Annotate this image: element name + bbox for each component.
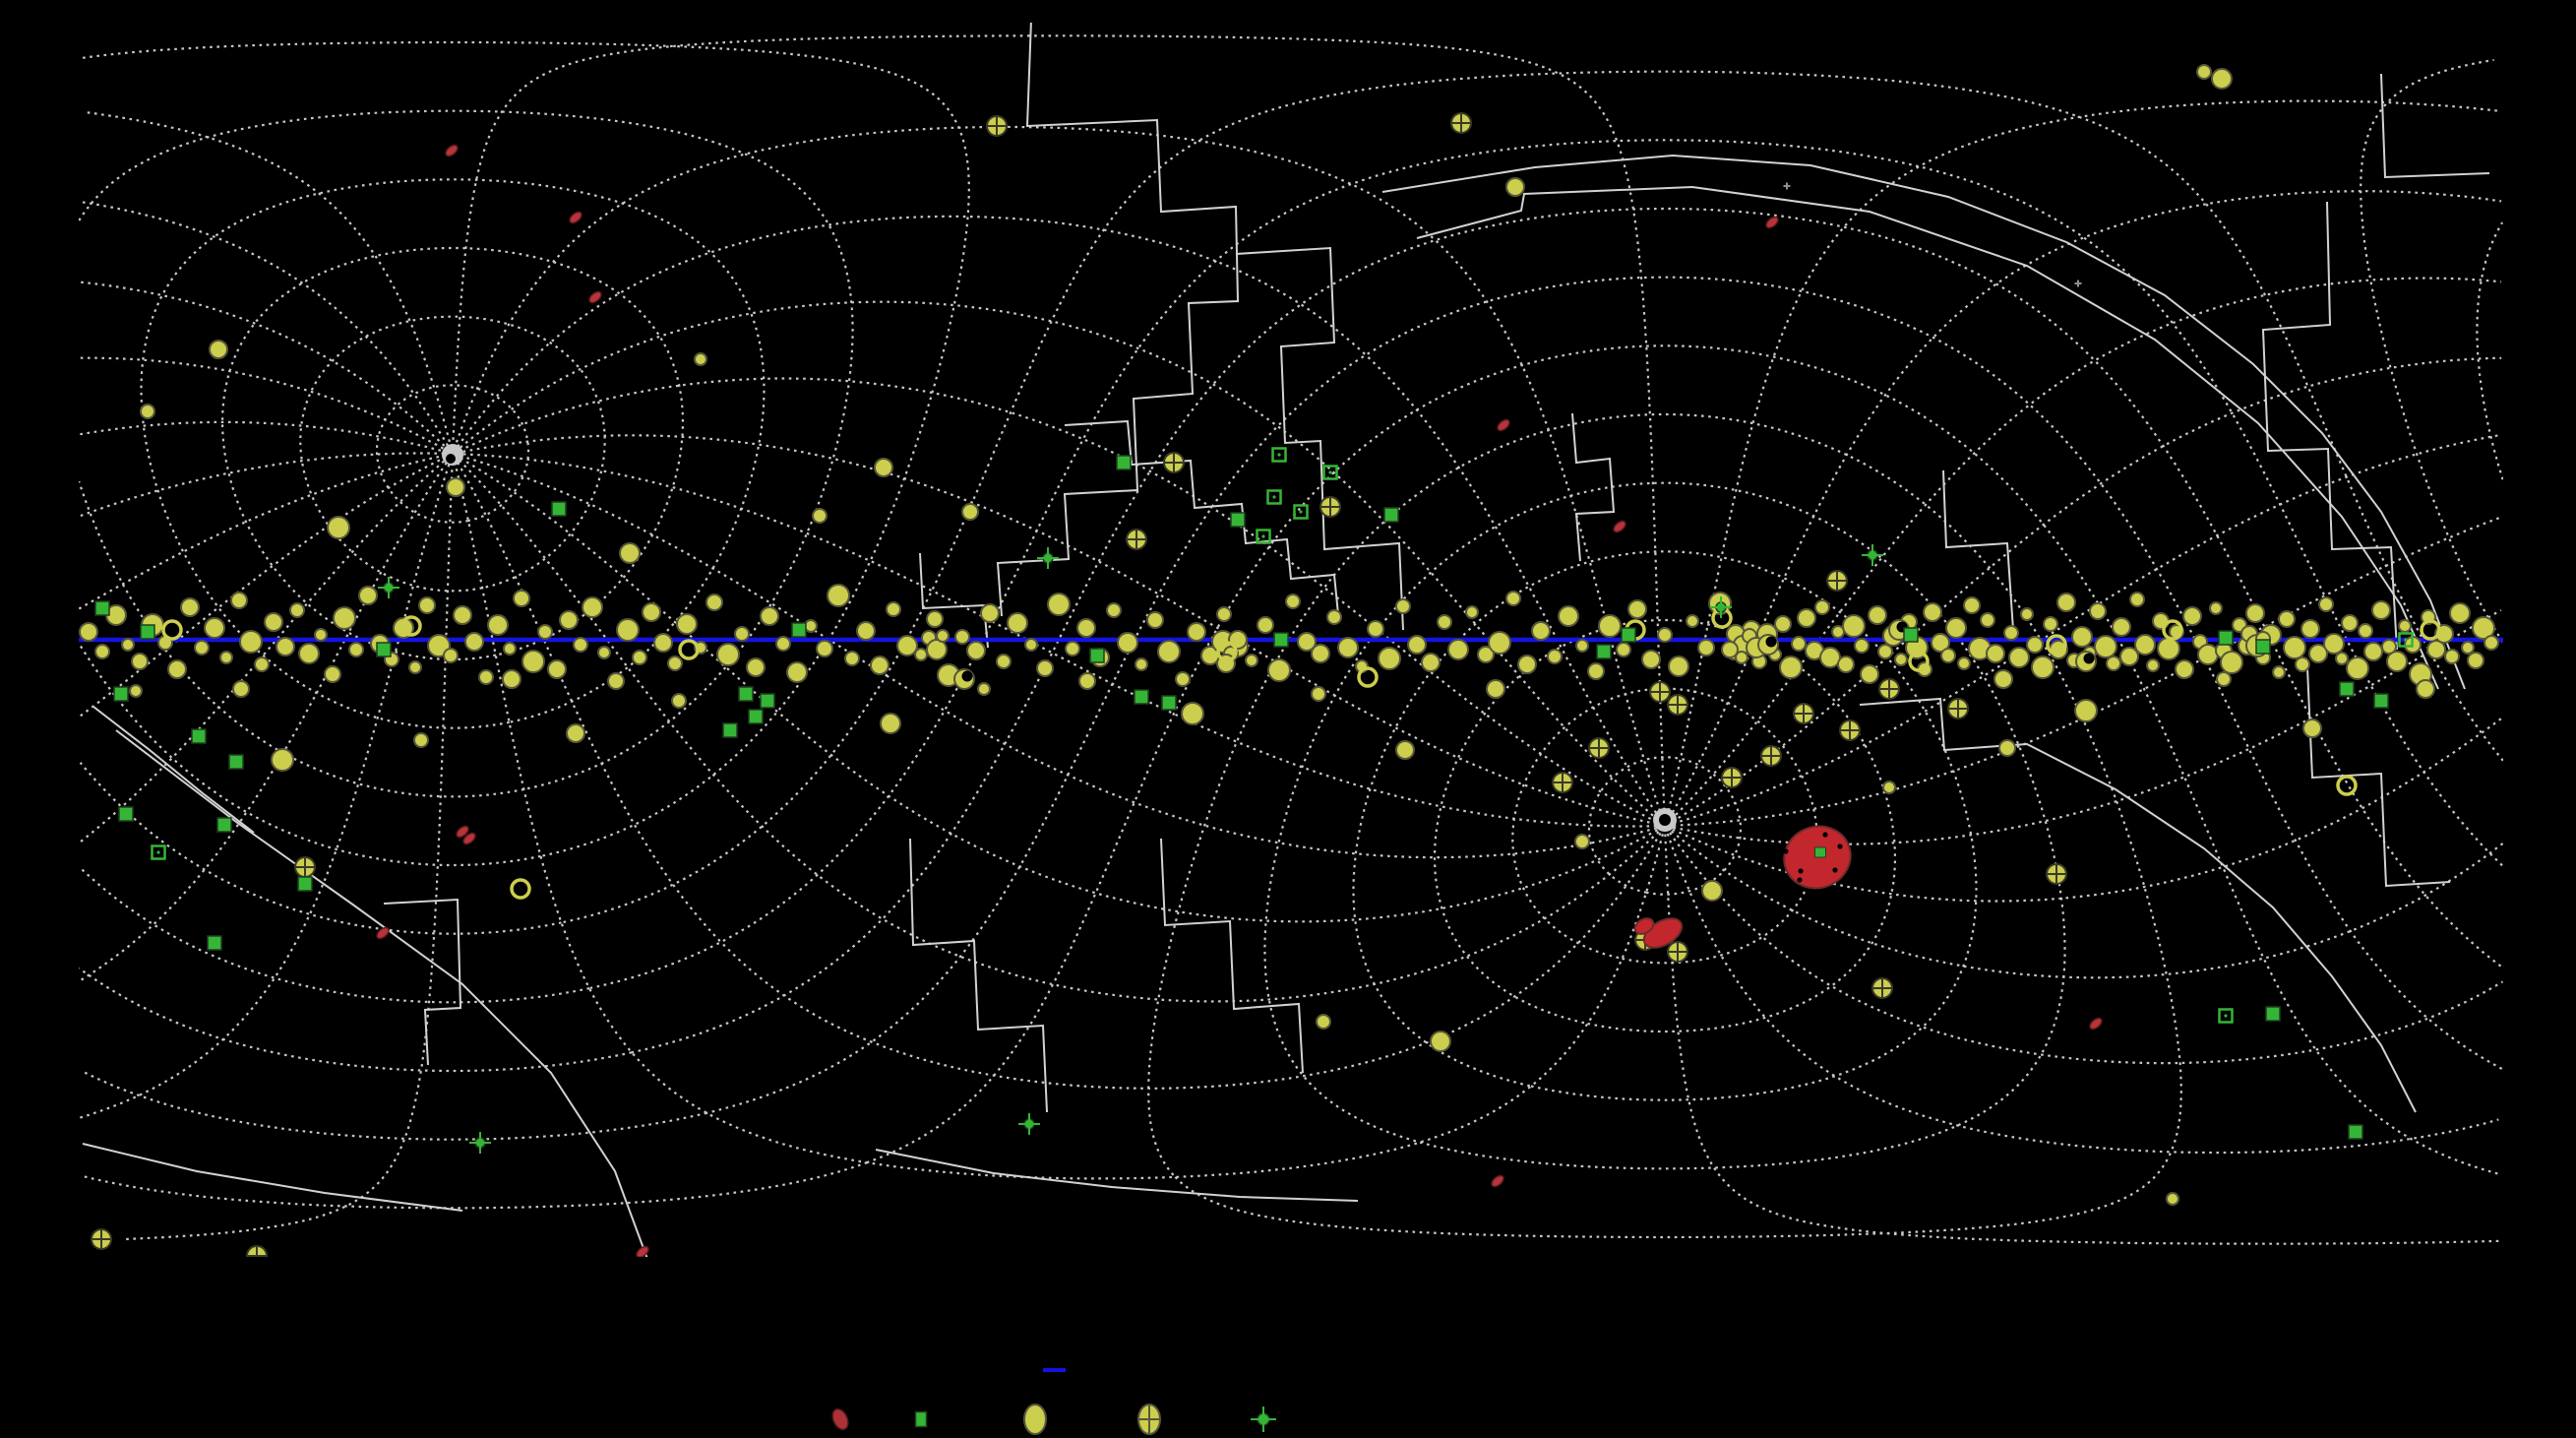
ra-meridian: [453, 125, 1666, 826]
ra-meridian: [80, 356, 2502, 827]
celestial-pole-marker: [442, 444, 463, 466]
constellation-boundary: [1942, 469, 2014, 631]
constellation-boundary: [1064, 419, 1339, 615]
ra-meridian: [81, 277, 2501, 826]
ra-meridian: [456, 377, 1665, 827]
small-magellanic-cloud: [1633, 917, 1684, 949]
series-globular-cluster: [91, 112, 2067, 1257]
legend: [831, 1368, 1276, 1435]
ra-meridian: [457, 434, 1664, 827]
dec-parallel: [79, 139, 2503, 1004]
ra-meridian: [80, 456, 2503, 979]
constellation-boundary: [2380, 73, 2490, 179]
series-field-star: [1783, 182, 2082, 287]
constellation-boundary: [2306, 666, 2451, 888]
series-open-cluster: [79, 64, 2499, 1206]
ra-meridian: [80, 455, 2503, 903]
dec-parallel: [1352, 550, 1978, 1101]
dec-parallel: [79, 40, 2503, 867]
ra-meridian: [454, 215, 1666, 826]
constellation-boundary: [1381, 154, 2466, 690]
map-area: [79, 23, 2503, 1257]
series-galaxy: [376, 144, 2103, 1257]
dec-parallel: [79, 207, 2502, 1073]
dec-parallel: [1433, 618, 1896, 1033]
legend-planetary-nebula: [1251, 1407, 1276, 1432]
ra-meridian: [452, 457, 1666, 1180]
series-cluster-with-dark-core: [953, 619, 2097, 690]
dec-parallel: [81, 276, 2503, 1141]
equatorial-grid: [79, 34, 2503, 1245]
ra-meridian: [80, 452, 2503, 827]
constellation-boundary: [383, 898, 462, 1066]
constellation-boundary: [82, 1143, 463, 1212]
ra-meridian: [81, 456, 2503, 1065]
dec-parallel: [1587, 756, 1743, 896]
constellation-boundary: [996, 23, 1240, 617]
ra-meridian: [80, 457, 2499, 1155]
large-magellanic-cloud: [1783, 825, 1852, 890]
constellation-boundary: [1416, 185, 2439, 690]
constellation-boundary: [909, 838, 1048, 1113]
celestial-pole-marker: [1653, 808, 1677, 832]
series-planetary-nebula: [378, 544, 1883, 1154]
dec-parallel: [1147, 412, 2182, 1239]
series-diffuse-nebula-outline: [151, 447, 2414, 1024]
ra-meridian: [126, 458, 2502, 1245]
dec-parallel: [140, 178, 766, 729]
constellation-boundary: [1235, 246, 1404, 631]
constellation-boundaries: [82, 23, 2490, 1257]
ra-meridian: [455, 300, 1665, 826]
constellation-boundary: [115, 729, 648, 1257]
constellation-boundary: [1859, 697, 2417, 1113]
dec-parallel: [221, 246, 684, 661]
legend-globular-cluster: [1137, 1404, 1161, 1435]
constellation-boundary: [92, 706, 255, 834]
legend-galaxy: [831, 1407, 849, 1431]
dec-parallel: [79, 109, 2503, 798]
dec-parallel: [80, 344, 2498, 1210]
constellation-boundary: [919, 552, 989, 649]
dec-parallel: [79, 70, 2503, 935]
ra-meridian: [87, 99, 2502, 825]
legend-open-cluster: [1023, 1404, 1047, 1435]
ra-meridian: [454, 457, 1666, 1090]
constellation-boundary: [875, 1149, 1359, 1202]
constellation-boundary: [1571, 412, 1616, 562]
constellation-boundary: [1160, 838, 1304, 1074]
constellation-boundary: [2261, 201, 2398, 651]
series-diffuse-nebula: [94, 455, 2389, 1140]
legend-diffuse-nebula: [914, 1410, 928, 1428]
